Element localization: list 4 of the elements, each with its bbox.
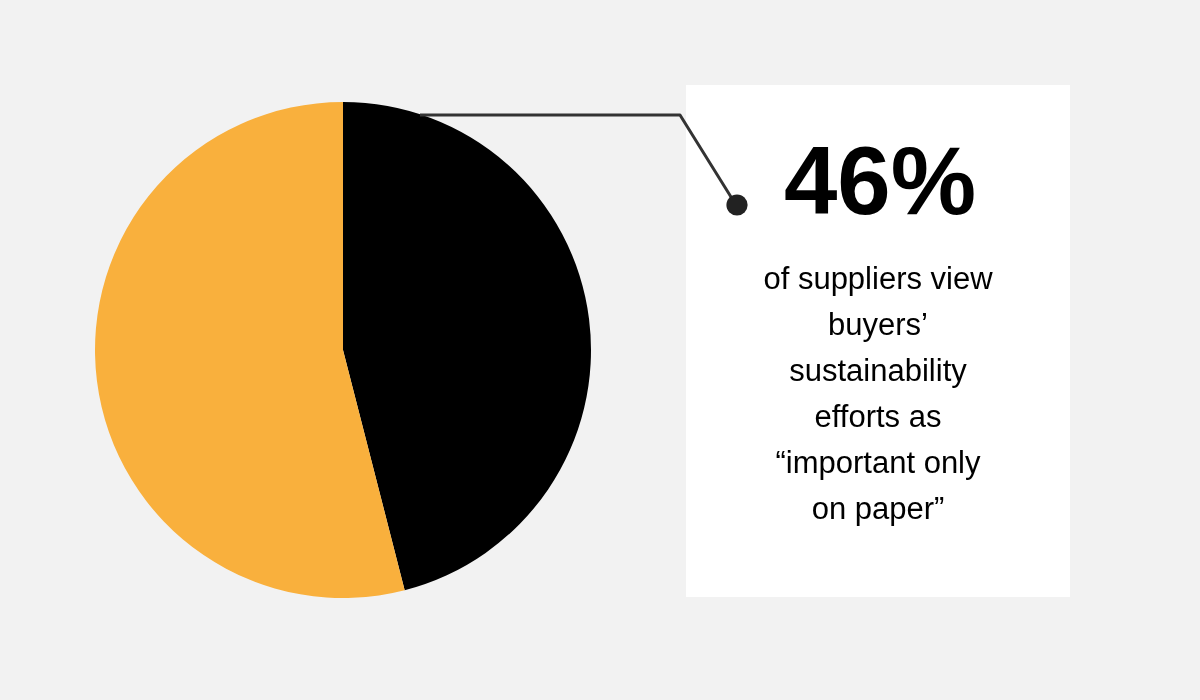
text: of suppliers view buyers’ sustainability efforts as “important only on paper”: [763, 261, 994, 526]
pie-slice: [343, 102, 591, 591]
data-label: 46%: [783, 127, 977, 234]
pie-slice: [95, 102, 405, 598]
